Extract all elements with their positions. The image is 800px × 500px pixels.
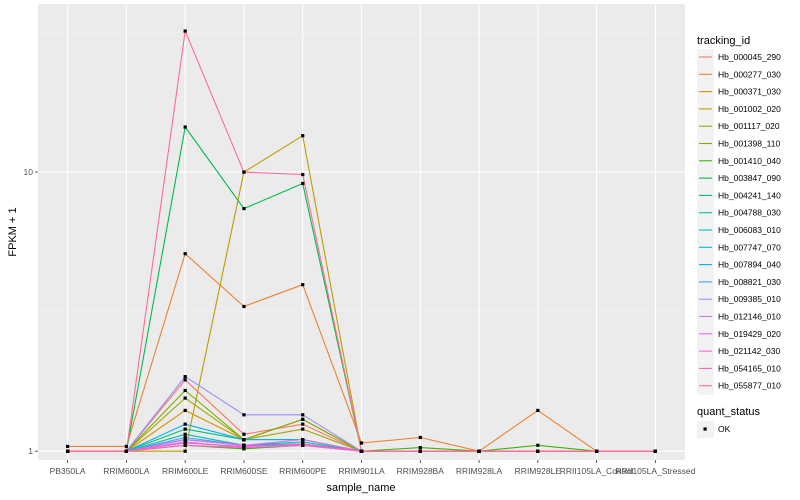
x-tick-label: RRIM600LE	[162, 466, 209, 476]
legend-label: Hb_007747_070	[718, 242, 781, 252]
data-point	[66, 444, 70, 449]
legend-label: Hb_055877_010	[718, 381, 781, 391]
shape-legend-label: OK	[718, 424, 731, 434]
data-point	[183, 427, 187, 431]
data-point	[477, 449, 481, 453]
legend: tracking_id Hb_000045_290Hb_000277_030Hb…	[697, 35, 781, 438]
data-point	[359, 441, 364, 445]
y-tick-label: 1	[28, 446, 33, 456]
legend-label: Hb_008821_030	[718, 277, 781, 287]
data-point	[242, 438, 246, 442]
data-points	[66, 29, 657, 453]
data-point	[301, 427, 305, 431]
x-tick-label: RRIM928LA	[456, 466, 503, 476]
data-point	[242, 206, 246, 211]
legend-label: Hb_001398_110	[718, 139, 781, 149]
legend-label: Hb_019429_020	[718, 329, 781, 339]
data-point	[183, 375, 187, 379]
data-point	[183, 441, 187, 445]
data-point	[242, 432, 246, 436]
shape-legend-title: quant_status	[697, 406, 760, 418]
data-point	[242, 444, 246, 449]
data-point	[124, 449, 128, 453]
data-point	[301, 442, 305, 446]
data-point	[301, 440, 305, 444]
data-point	[242, 170, 246, 174]
x-axis-title: sample_name	[326, 482, 395, 494]
data-point	[301, 134, 305, 138]
legend-label: Hb_000277_030	[718, 69, 781, 79]
data-point	[536, 443, 540, 447]
data-point	[301, 438, 305, 442]
color-legend-title: tracking_id	[697, 35, 750, 47]
data-point	[183, 443, 187, 447]
data-point	[183, 378, 187, 382]
y-axis-title: FPKM + 1	[7, 207, 19, 256]
legend-label: Hb_004241_140	[718, 190, 781, 200]
data-point	[418, 449, 422, 453]
legend-label: Hb_006083_010	[718, 225, 781, 235]
data-point	[418, 435, 422, 440]
data-point	[301, 422, 305, 426]
x-tick-label: RRIM600SE	[220, 466, 268, 476]
data-point	[183, 438, 187, 442]
shape-legend-key	[703, 427, 707, 431]
data-point	[183, 388, 187, 393]
data-point	[183, 435, 187, 440]
data-point	[66, 449, 70, 453]
data-point	[595, 449, 599, 453]
data-point	[301, 417, 305, 421]
data-point	[242, 304, 246, 309]
legend-label: Hb_000371_030	[718, 87, 781, 97]
legend-label: Hb_054165_010	[718, 363, 781, 373]
data-point	[183, 408, 187, 413]
data-point	[359, 449, 364, 453]
shape-legend-items: OK	[697, 421, 731, 438]
x-tick-label: RRIM600LA	[103, 466, 150, 476]
data-point	[124, 444, 128, 449]
data-point	[183, 396, 187, 400]
x-axis: PB350LA RRIM600LA RRIM600LE RRIM600SE RRIM60…	[50, 460, 696, 476]
x-tick-label: RRII105LA_Stressed	[615, 466, 695, 476]
data-point	[183, 432, 187, 436]
x-tick-label: RRIM600PE	[279, 466, 327, 476]
legend-label: Hb_001002_020	[718, 104, 781, 114]
legend-label: Hb_003847_090	[718, 173, 781, 183]
data-point	[183, 29, 187, 33]
x-tick-label: RRIM928BA	[397, 466, 445, 476]
legend-label: Hb_007894_040	[718, 260, 781, 270]
data-point	[536, 449, 540, 453]
x-tick-label: RRIM901LA	[338, 466, 385, 476]
x-tick-label: RRII105LA_Control	[560, 466, 634, 476]
data-point	[183, 125, 187, 129]
legend-label: Hb_001410_040	[718, 156, 781, 166]
x-tick-label: PB350LA	[50, 466, 86, 476]
data-point	[183, 252, 187, 256]
legend-label: Hb_009385_010	[718, 294, 781, 304]
legend-label: Hb_000045_290	[718, 52, 781, 62]
data-point	[242, 413, 246, 417]
data-point	[418, 446, 422, 450]
data-point	[183, 422, 187, 426]
legend-label: Hb_001117_020	[718, 121, 780, 131]
data-point	[301, 172, 305, 177]
data-point	[301, 413, 305, 417]
data-point	[301, 283, 305, 287]
x-tick-label: RRIM928LE	[515, 466, 562, 476]
color-legend-items: Hb_000045_290 Hb_000277_030 Hb_000371_030 H…	[697, 49, 781, 395]
y-axis: 1 10	[24, 167, 38, 456]
y-tick-label: 10	[24, 167, 34, 177]
legend-label: Hb_012146_010	[718, 312, 781, 322]
data-point	[183, 449, 187, 453]
data-point	[653, 449, 657, 453]
legend-label: Hb_004788_030	[718, 208, 781, 218]
data-point	[301, 181, 305, 186]
legend-label: Hb_021142_030	[718, 346, 781, 356]
data-point	[536, 408, 540, 413]
